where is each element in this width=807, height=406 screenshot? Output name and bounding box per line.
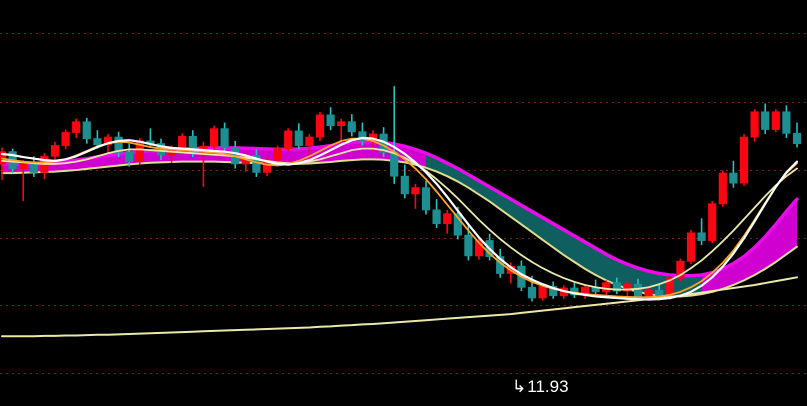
candle bbox=[686, 229, 696, 265]
grid-lines bbox=[0, 33, 807, 374]
candle bbox=[284, 128, 293, 152]
candle bbox=[761, 103, 770, 135]
ma-short-line bbox=[0, 136, 799, 301]
candle bbox=[739, 134, 749, 186]
candle bbox=[326, 107, 335, 131]
band-fill-magenta bbox=[2, 141, 797, 295]
candle bbox=[358, 122, 367, 146]
candle bbox=[676, 258, 685, 282]
ma-long-line bbox=[1, 276, 798, 338]
candle bbox=[50, 141, 60, 161]
candle bbox=[612, 277, 621, 295]
candle bbox=[114, 131, 123, 158]
candle bbox=[411, 183, 420, 209]
candle bbox=[708, 201, 717, 244]
candle bbox=[729, 160, 738, 188]
candle bbox=[443, 209, 452, 234]
candle bbox=[792, 122, 802, 148]
candle bbox=[125, 143, 134, 167]
moving-average-lines bbox=[0, 136, 799, 338]
candle bbox=[750, 109, 759, 142]
magenta-band-region-1 bbox=[701, 199, 797, 295]
candle bbox=[315, 111, 325, 141]
band-upper-line bbox=[0, 139, 799, 278]
candle bbox=[718, 170, 727, 207]
candle bbox=[432, 199, 441, 228]
candle bbox=[347, 114, 356, 137]
magenta-band-region-0 bbox=[2, 141, 426, 174]
candle bbox=[474, 237, 484, 260]
candle bbox=[82, 117, 91, 144]
candle bbox=[72, 118, 81, 138]
ma-fast-line bbox=[1, 137, 798, 299]
candle bbox=[61, 129, 70, 150]
candle bbox=[209, 125, 219, 151]
candle bbox=[400, 164, 409, 199]
candle bbox=[697, 218, 706, 246]
candle bbox=[220, 122, 229, 152]
candle bbox=[549, 281, 558, 299]
candle bbox=[771, 109, 780, 133]
candle bbox=[294, 123, 303, 150]
candle bbox=[782, 105, 791, 138]
candle bbox=[421, 180, 431, 215]
candle bbox=[337, 118, 346, 142]
